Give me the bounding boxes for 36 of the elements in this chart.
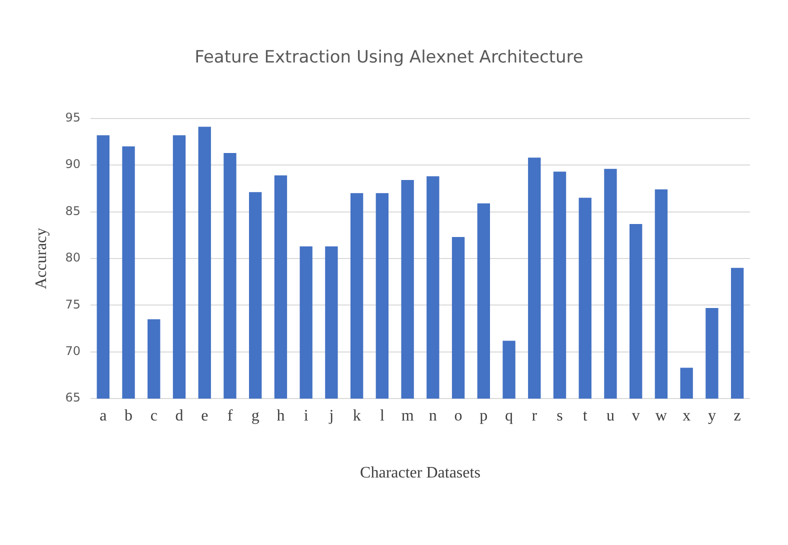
y-tick-label: 85 (65, 204, 80, 218)
y-tick-label: 65 (65, 390, 80, 405)
x-tick-label: y (708, 407, 716, 424)
x-tick-label: u (606, 407, 614, 424)
x-tick-label: w (655, 407, 668, 424)
chart-title: Feature Extraction Using Alexnet Architecture (194, 48, 584, 68)
x-axis-title: Character Datasets (360, 464, 480, 482)
x-tick-label: d (175, 407, 184, 424)
x-tick-label: t (582, 407, 588, 424)
y-tick-label: 95 (65, 110, 80, 125)
x-tick-label: s (556, 407, 563, 424)
x-tick-label: i (304, 407, 309, 424)
x-tick-label: n (428, 407, 437, 424)
x-tick-label: x (682, 407, 691, 424)
x-tick-label: q (505, 407, 514, 424)
x-tick-label: h (276, 407, 285, 424)
x-tick-label: o (454, 407, 462, 424)
y-tick-label: 90 (65, 157, 80, 172)
x-tick-label: j (328, 407, 334, 424)
x-tick-label: r (532, 407, 538, 424)
x-tick-label: k (352, 407, 361, 424)
x-tick-label: z (734, 407, 741, 424)
x-tick-label: l (380, 407, 385, 424)
y-tick-label: 70 (65, 344, 80, 358)
y-tick-label: 80 (65, 250, 80, 265)
x-tick-label: f (227, 407, 234, 424)
x-tick-label: b (124, 407, 133, 424)
x-tick-label: e (201, 407, 208, 424)
x-tick-label: c (150, 407, 158, 424)
x-tick-label: a (100, 407, 107, 424)
x-tick-label: v (632, 407, 640, 424)
x-tick-label: p (480, 407, 488, 424)
y-tick-label: 75 (65, 297, 80, 312)
x-tick-label: m (401, 407, 414, 424)
x-tick-label: g (251, 407, 260, 424)
y-axis-title: Accuracy (32, 228, 50, 290)
